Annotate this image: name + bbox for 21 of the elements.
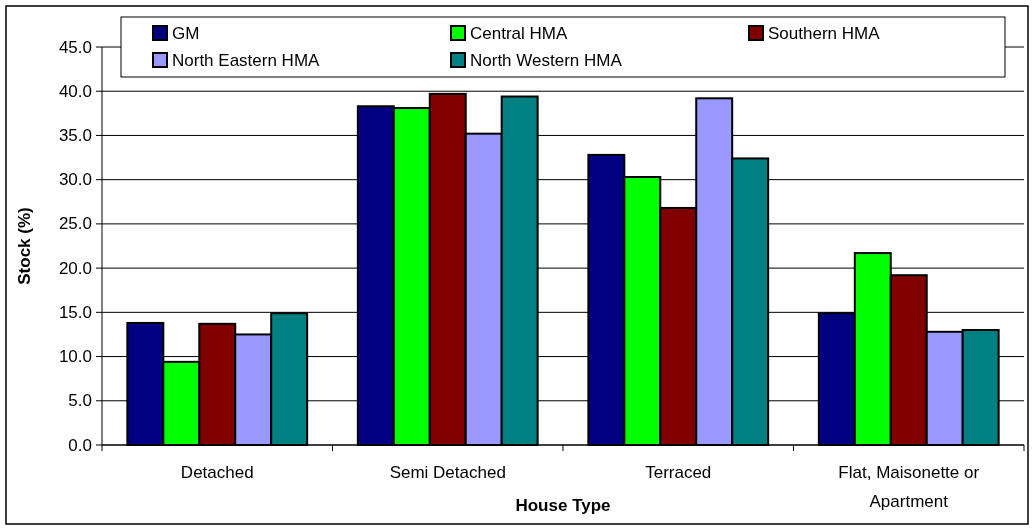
x-tick-label: Flat, Maisonette or Apartment xyxy=(838,463,980,511)
x-tick-label: Detached xyxy=(180,463,254,482)
y-tick-label: 40.0 xyxy=(58,81,92,101)
y-tick-label: 15.0 xyxy=(58,302,92,322)
x-axis-title: House Type xyxy=(515,496,611,515)
x-tick-label: Semi Detached xyxy=(389,463,506,482)
legend-label: Southern HMA xyxy=(768,23,881,43)
legend-label: North Western HMA xyxy=(470,50,623,70)
y-tick-label: 45.0 xyxy=(58,37,92,57)
y-tick-label: 5.0 xyxy=(68,391,92,411)
y-tick-label: 30.0 xyxy=(58,170,92,190)
x-tick-label: Terraced xyxy=(645,463,712,482)
legend-label: GM xyxy=(172,23,200,43)
y-tick-label: 10.0 xyxy=(58,347,92,367)
y-axis-title: Stock (%) xyxy=(14,207,34,285)
y-tick-label: 20.0 xyxy=(58,258,92,278)
y-tick-label: 25.0 xyxy=(58,214,92,234)
y-tick-label: 0.0 xyxy=(68,435,92,455)
legend-label: North Eastern HMA xyxy=(172,50,321,70)
y-tick-label: 35.0 xyxy=(58,125,92,145)
legend-label: Central HMA xyxy=(470,23,568,43)
